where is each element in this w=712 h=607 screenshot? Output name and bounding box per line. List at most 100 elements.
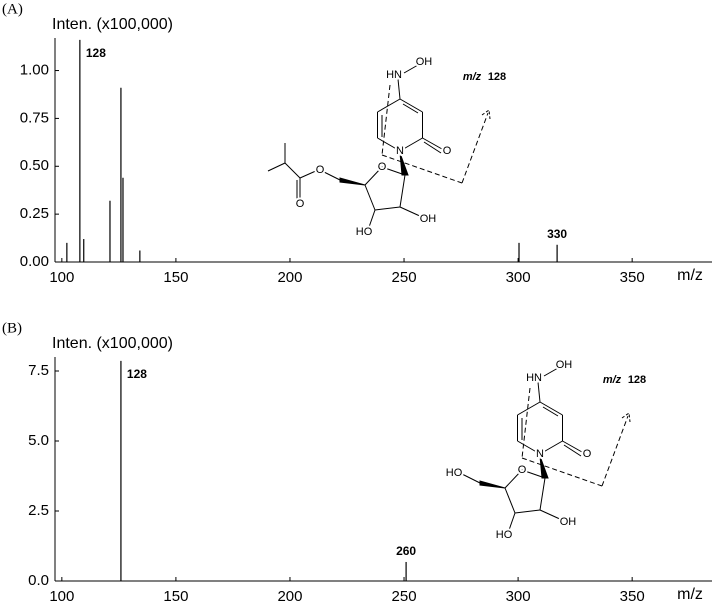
bond — [601, 415, 629, 487]
bond — [514, 509, 541, 514]
structure-label: m/z — [463, 71, 482, 83]
peak-label: 260 — [396, 544, 416, 558]
peak-label: 330 — [547, 227, 567, 241]
structure-label: N — [396, 145, 404, 157]
x-tick-label: 350 — [620, 588, 645, 605]
bond — [539, 401, 563, 416]
bond — [399, 137, 423, 152]
bond — [267, 162, 286, 172]
bond — [461, 112, 489, 184]
structure-label: 128 — [488, 71, 506, 83]
bond — [381, 166, 406, 176]
bond — [542, 406, 559, 417]
x-tick-label: 300 — [506, 588, 531, 605]
bond — [374, 206, 401, 211]
structure-label: HO — [356, 226, 373, 238]
peak-label: 128 — [86, 46, 106, 60]
x-tick-label: 150 — [163, 269, 188, 286]
x-tick-label: 100 — [49, 588, 74, 605]
structure-label: OH — [416, 56, 433, 68]
y-tick-label: 0.0 — [28, 572, 49, 589]
bond — [562, 440, 583, 453]
bond — [377, 137, 401, 152]
bond — [504, 487, 516, 514]
arrowhead — [621, 412, 631, 423]
bond — [397, 78, 401, 100]
x-tick-label: 150 — [163, 588, 188, 605]
x-axis-label: m/z — [677, 586, 703, 603]
bond — [399, 206, 423, 218]
bond — [422, 137, 443, 150]
y-axis-label: Inten. (x100,000) — [52, 16, 173, 33]
x-axis-label: m/z — [677, 267, 703, 284]
structure-label: O — [378, 161, 387, 173]
bond — [423, 141, 442, 154]
structure-label: N — [536, 448, 544, 460]
bond — [521, 387, 531, 459]
structure-label: O — [296, 198, 305, 210]
y-axis-label: Inten. (x100,000) — [52, 335, 173, 352]
x-tick-label: 300 — [506, 269, 531, 286]
bond — [517, 401, 541, 416]
arrowhead — [481, 109, 491, 120]
bond — [543, 367, 559, 377]
bond — [539, 440, 563, 455]
bond — [461, 473, 481, 484]
y-tick-label: 0.25 — [20, 205, 49, 222]
y-tick-label: 7.5 — [28, 362, 49, 379]
bond — [364, 166, 383, 186]
bond — [399, 98, 423, 113]
structure-label: HO — [496, 529, 513, 541]
y-tick-label: 0.50 — [20, 157, 49, 174]
y-tick-label: 0.75 — [20, 109, 49, 126]
y-tick-label: 5.0 — [28, 432, 49, 449]
x-tick-label: 200 — [277, 269, 302, 286]
structure-label: HN — [386, 69, 402, 81]
wedge — [479, 480, 506, 489]
structure-label: O — [443, 145, 452, 157]
x-tick-label: 250 — [392, 269, 417, 286]
x-tick-label: 250 — [392, 588, 417, 605]
bond — [517, 440, 541, 455]
y-tick-label: 2.5 — [28, 502, 49, 519]
bond — [403, 64, 419, 74]
y-tick-label: 1.00 — [20, 62, 49, 79]
bond — [504, 469, 523, 489]
y-tick-label: 0.00 — [20, 253, 49, 270]
structure-label: O — [518, 464, 527, 476]
bond — [377, 98, 401, 113]
structure-label: m/z — [603, 374, 622, 386]
structure-label: O — [316, 164, 325, 176]
x-tick-label: 350 — [620, 269, 645, 286]
structure-label: HN — [526, 372, 542, 384]
structure-label: HO — [446, 467, 463, 479]
bond — [399, 174, 406, 208]
bond — [402, 103, 419, 114]
bond — [367, 209, 376, 231]
structure-label: OH — [556, 359, 573, 371]
structure-label: OH — [560, 516, 577, 528]
bond — [299, 169, 319, 179]
x-tick-label: 100 — [49, 269, 74, 286]
bond — [521, 469, 546, 479]
bond — [321, 170, 341, 181]
wedge — [339, 177, 366, 186]
bond — [507, 512, 516, 534]
bond — [537, 381, 541, 403]
structure-label: O — [583, 448, 592, 460]
peak-label: 128 — [127, 367, 147, 381]
bond — [284, 162, 301, 179]
bond — [381, 84, 391, 156]
structure-label: 128 — [628, 374, 646, 386]
bond — [539, 477, 546, 511]
bond — [381, 154, 463, 184]
bond — [521, 457, 603, 487]
structure-label: OH — [420, 213, 437, 225]
bond — [563, 444, 582, 457]
x-tick-label: 200 — [277, 588, 302, 605]
panel-label: (A) — [2, 1, 23, 17]
bond — [364, 184, 376, 211]
